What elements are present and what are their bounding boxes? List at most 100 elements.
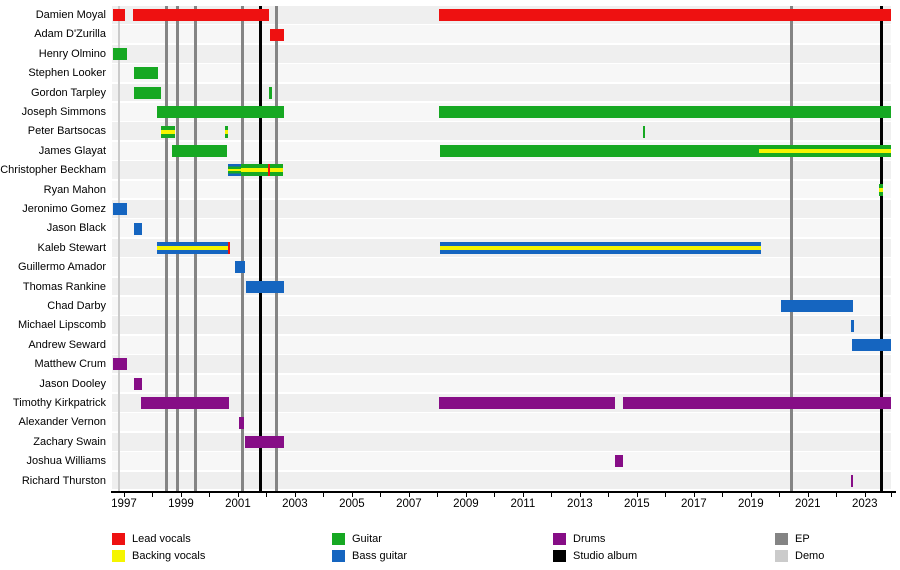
member-name: Richard Thurston <box>21 474 106 487</box>
timeline-row-band <box>112 25 891 44</box>
member-bar-drums <box>141 397 230 410</box>
axis-tick <box>836 493 838 497</box>
timeline-row-band <box>112 316 891 335</box>
axis-tick <box>779 493 781 497</box>
member-name: Christopher Beckham <box>0 164 106 177</box>
member-bar-lead <box>267 164 270 177</box>
axis-tick <box>408 493 410 497</box>
member-name: Alexander Vernon <box>18 416 106 429</box>
member-name: Gordon Tarpley <box>30 86 106 99</box>
member-bar-drums <box>245 436 285 448</box>
ep-line <box>240 6 244 491</box>
axis-tick <box>722 493 724 497</box>
axis-tick <box>891 493 892 497</box>
member-bar-drums <box>622 397 891 410</box>
member-name: Michael Lipscomb <box>17 319 106 332</box>
axis-tick <box>237 493 239 497</box>
member-name: Ryan Mahon <box>43 183 106 196</box>
axis-year-label: 2009 <box>453 498 479 510</box>
axis-tick <box>494 493 496 497</box>
member-bar-lead <box>132 9 270 22</box>
member-bar-guitar <box>438 106 891 119</box>
axis-tick <box>807 493 809 497</box>
member-bar-bass <box>851 339 891 351</box>
timeline-row-band <box>112 471 891 490</box>
legend-entry-backing: Backing vocals <box>112 550 205 562</box>
member-bar-drums <box>133 377 143 390</box>
legend-swatch-bass <box>332 550 345 562</box>
member-name: Matthew Crum <box>34 358 106 371</box>
axis-tick <box>579 493 581 497</box>
axis-tick <box>294 493 296 497</box>
legend-label-ep: EP <box>795 533 810 545</box>
legend-entry-lead: Lead vocals <box>112 533 205 545</box>
member-bar-bass-guitar-backing-guitar-bass <box>227 164 241 177</box>
axis-tick <box>608 493 610 497</box>
member-name-column: Damien Moyal Adam D'Zurilla Henry Olmino St… <box>0 6 106 491</box>
member-bar-bass <box>235 261 246 274</box>
member-name: Peter Bartsocas <box>27 125 106 138</box>
axis-tick <box>693 493 695 497</box>
axis-tick <box>522 493 524 497</box>
legend: Lead vocals Backing vocals Guitar Bass guit… <box>0 533 900 567</box>
axis-tick <box>864 493 866 497</box>
legend-entry-guitar: Guitar <box>332 533 407 545</box>
axis-tick <box>551 493 553 497</box>
member-bar-guitar-backing-guitar <box>240 164 268 177</box>
ep-line <box>789 6 793 491</box>
member-bar-guitar <box>156 106 285 119</box>
member-bar-guitar-backing-guitar <box>161 125 176 138</box>
member-name: Jason Black <box>46 222 106 235</box>
member-bar-lead <box>270 28 285 41</box>
member-bar-drums <box>112 358 127 371</box>
timeline-row-band <box>112 180 891 199</box>
timeline-row-band <box>112 355 891 374</box>
member-bar-lead <box>227 242 230 254</box>
timeline-row-band <box>112 44 891 63</box>
member-name: Jeronimo Gomez <box>22 203 106 215</box>
member-bar-bass <box>850 319 854 332</box>
member-bar-guitar-backing-guitar <box>269 164 283 177</box>
member-name: Adam D'Zurilla <box>34 28 106 41</box>
axis-tick <box>123 493 125 497</box>
axis-tick <box>152 493 154 497</box>
member-name: Chad Darby <box>47 300 106 312</box>
member-name: Zachary Swain <box>33 435 106 448</box>
member-name: Joshua Williams <box>26 455 106 468</box>
member-name: Guillermo Amador <box>17 261 106 274</box>
member-bar-drums <box>615 455 623 468</box>
legend-column: Lead vocals Backing vocals <box>112 533 205 567</box>
timeline-row-band <box>112 83 891 102</box>
member-bar-guitar <box>172 145 227 157</box>
axis-tick <box>351 493 353 497</box>
legend-label-drums: Drums <box>573 533 606 545</box>
axis-year-label: 2007 <box>396 498 422 510</box>
member-name: Stephen Looker <box>28 67 106 80</box>
axis-tick <box>266 493 268 497</box>
ep-line <box>274 6 278 491</box>
legend-label-backing: Backing vocals <box>132 550 206 562</box>
legend-entry-album: Studio album <box>553 550 637 562</box>
timeline-plot-area <box>112 6 891 491</box>
member-bar-bass <box>112 203 127 216</box>
axis-year-label: 2019 <box>738 498 764 510</box>
member-name: Timothy Kirkpatrick <box>12 397 106 409</box>
member-name: Thomas Rankine <box>22 280 106 293</box>
axis-tick <box>750 493 752 497</box>
timeline-row-band <box>112 122 891 141</box>
x-axis: 1997 1999 2001 2003 2005 2007 2009 2011 2013 2015… <box>111 493 892 517</box>
legend-entry-drums: Drums <box>553 533 637 545</box>
legend-entry-ep: EP <box>775 533 824 545</box>
axis-year-label: 2013 <box>567 498 593 510</box>
timeline-row-band <box>112 452 891 471</box>
legend-swatch-album <box>553 550 566 562</box>
timeline-row-band <box>112 413 891 432</box>
timeline-row-band <box>112 64 891 83</box>
member-bar-guitar-backing-guitar <box>879 183 884 196</box>
legend-swatch-demo <box>775 550 788 562</box>
member-bar-drums <box>850 474 854 487</box>
axis-tick <box>180 493 182 497</box>
axis-tick <box>665 493 667 497</box>
member-bar-guitar <box>112 48 127 60</box>
